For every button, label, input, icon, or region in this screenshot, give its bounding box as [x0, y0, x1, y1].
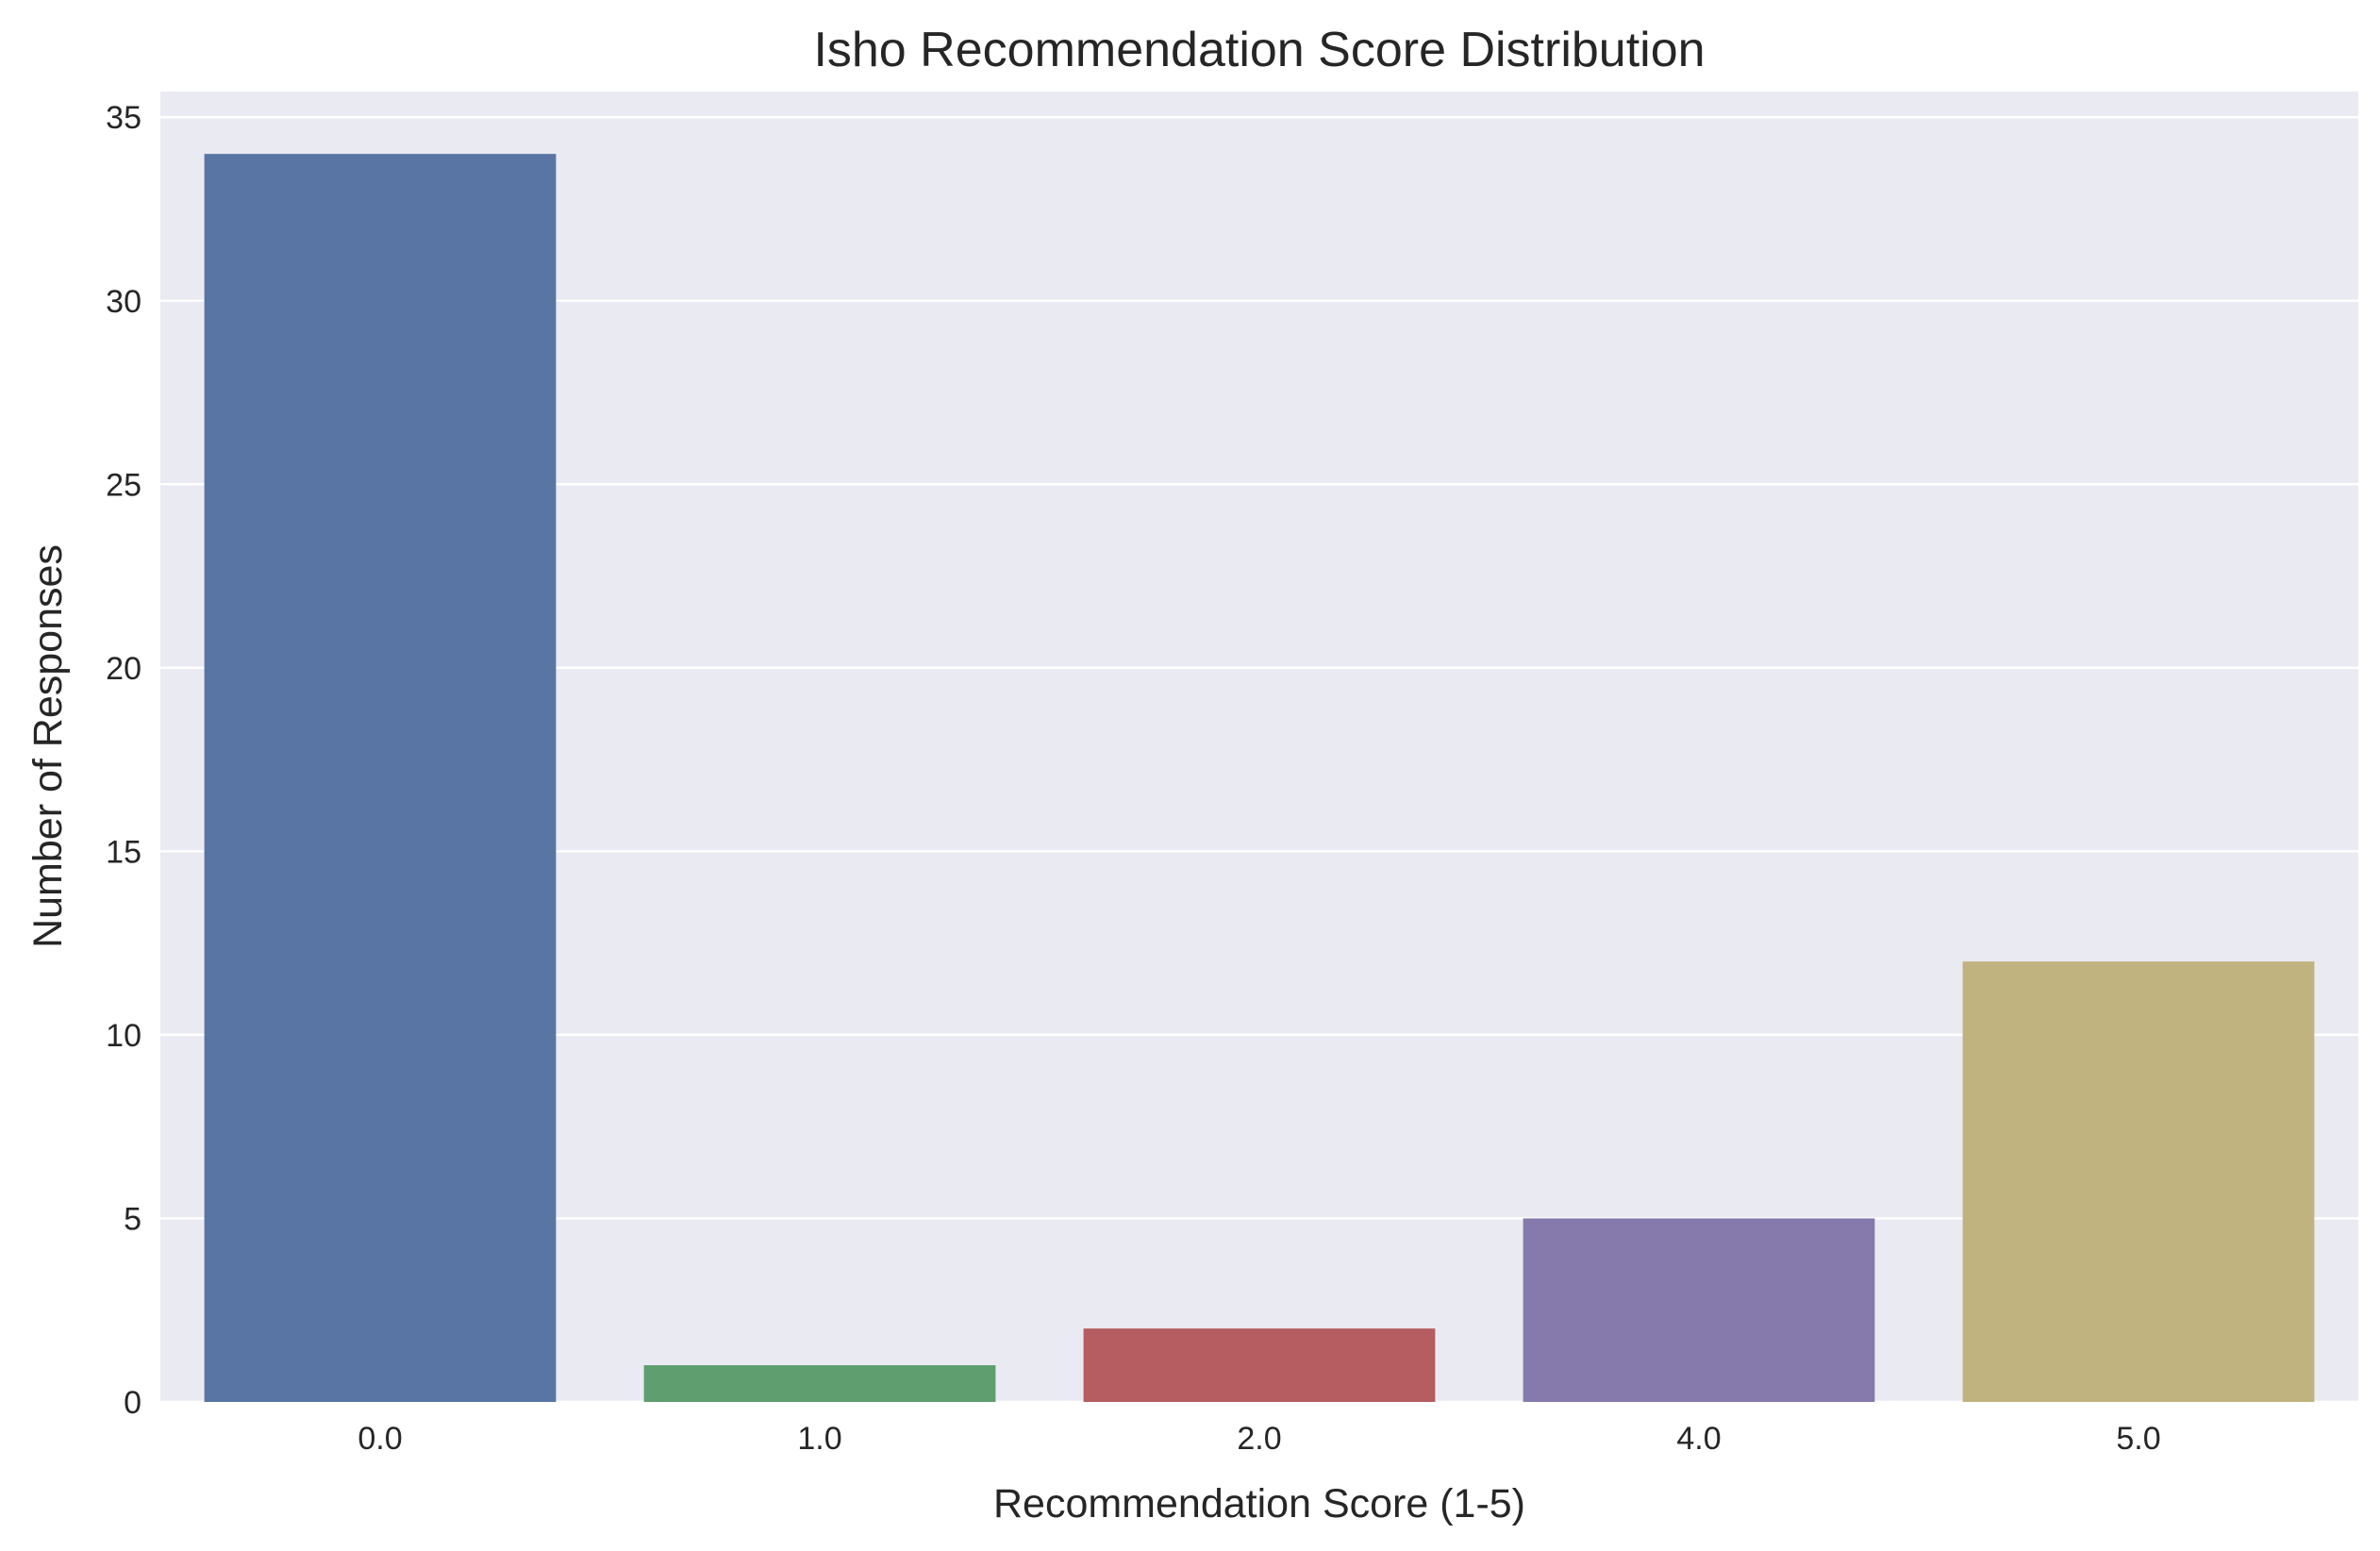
- bars: [204, 154, 2315, 1403]
- y-tick-label: 30: [106, 284, 141, 320]
- y-tick-label: 5: [124, 1201, 141, 1237]
- y-tick-label: 35: [106, 100, 141, 136]
- y-axis-ticks: 0 5 10 15 20 25 30 35: [106, 100, 141, 1421]
- y-tick-label: 20: [106, 651, 141, 687]
- x-axis-label: Recommendation Score (1-5): [993, 1481, 1525, 1526]
- bar-5-0: [1962, 961, 2315, 1402]
- bar-2-0: [1083, 1328, 1436, 1402]
- bar-4-0: [1523, 1218, 1875, 1402]
- x-tick-label: 2.0: [1237, 1421, 1281, 1457]
- y-tick-label: 10: [106, 1018, 141, 1054]
- x-axis-ticks: 0.0 1.0 2.0 4.0 5.0: [358, 1421, 2160, 1457]
- y-axis-label: Number of Responses: [25, 544, 71, 948]
- y-tick-label: 0: [124, 1385, 141, 1421]
- x-tick-label: 4.0: [1676, 1421, 1721, 1457]
- y-tick-label: 15: [106, 834, 141, 870]
- x-tick-label: 1.0: [797, 1421, 841, 1457]
- y-tick-label: 25: [106, 467, 141, 503]
- bar-1-0: [643, 1365, 996, 1402]
- chart-title: Isho Recommendation Score Distribution: [813, 23, 1705, 77]
- bar-0-0: [204, 154, 557, 1403]
- x-tick-label: 0.0: [358, 1421, 402, 1457]
- x-tick-label: 5.0: [2116, 1421, 2160, 1457]
